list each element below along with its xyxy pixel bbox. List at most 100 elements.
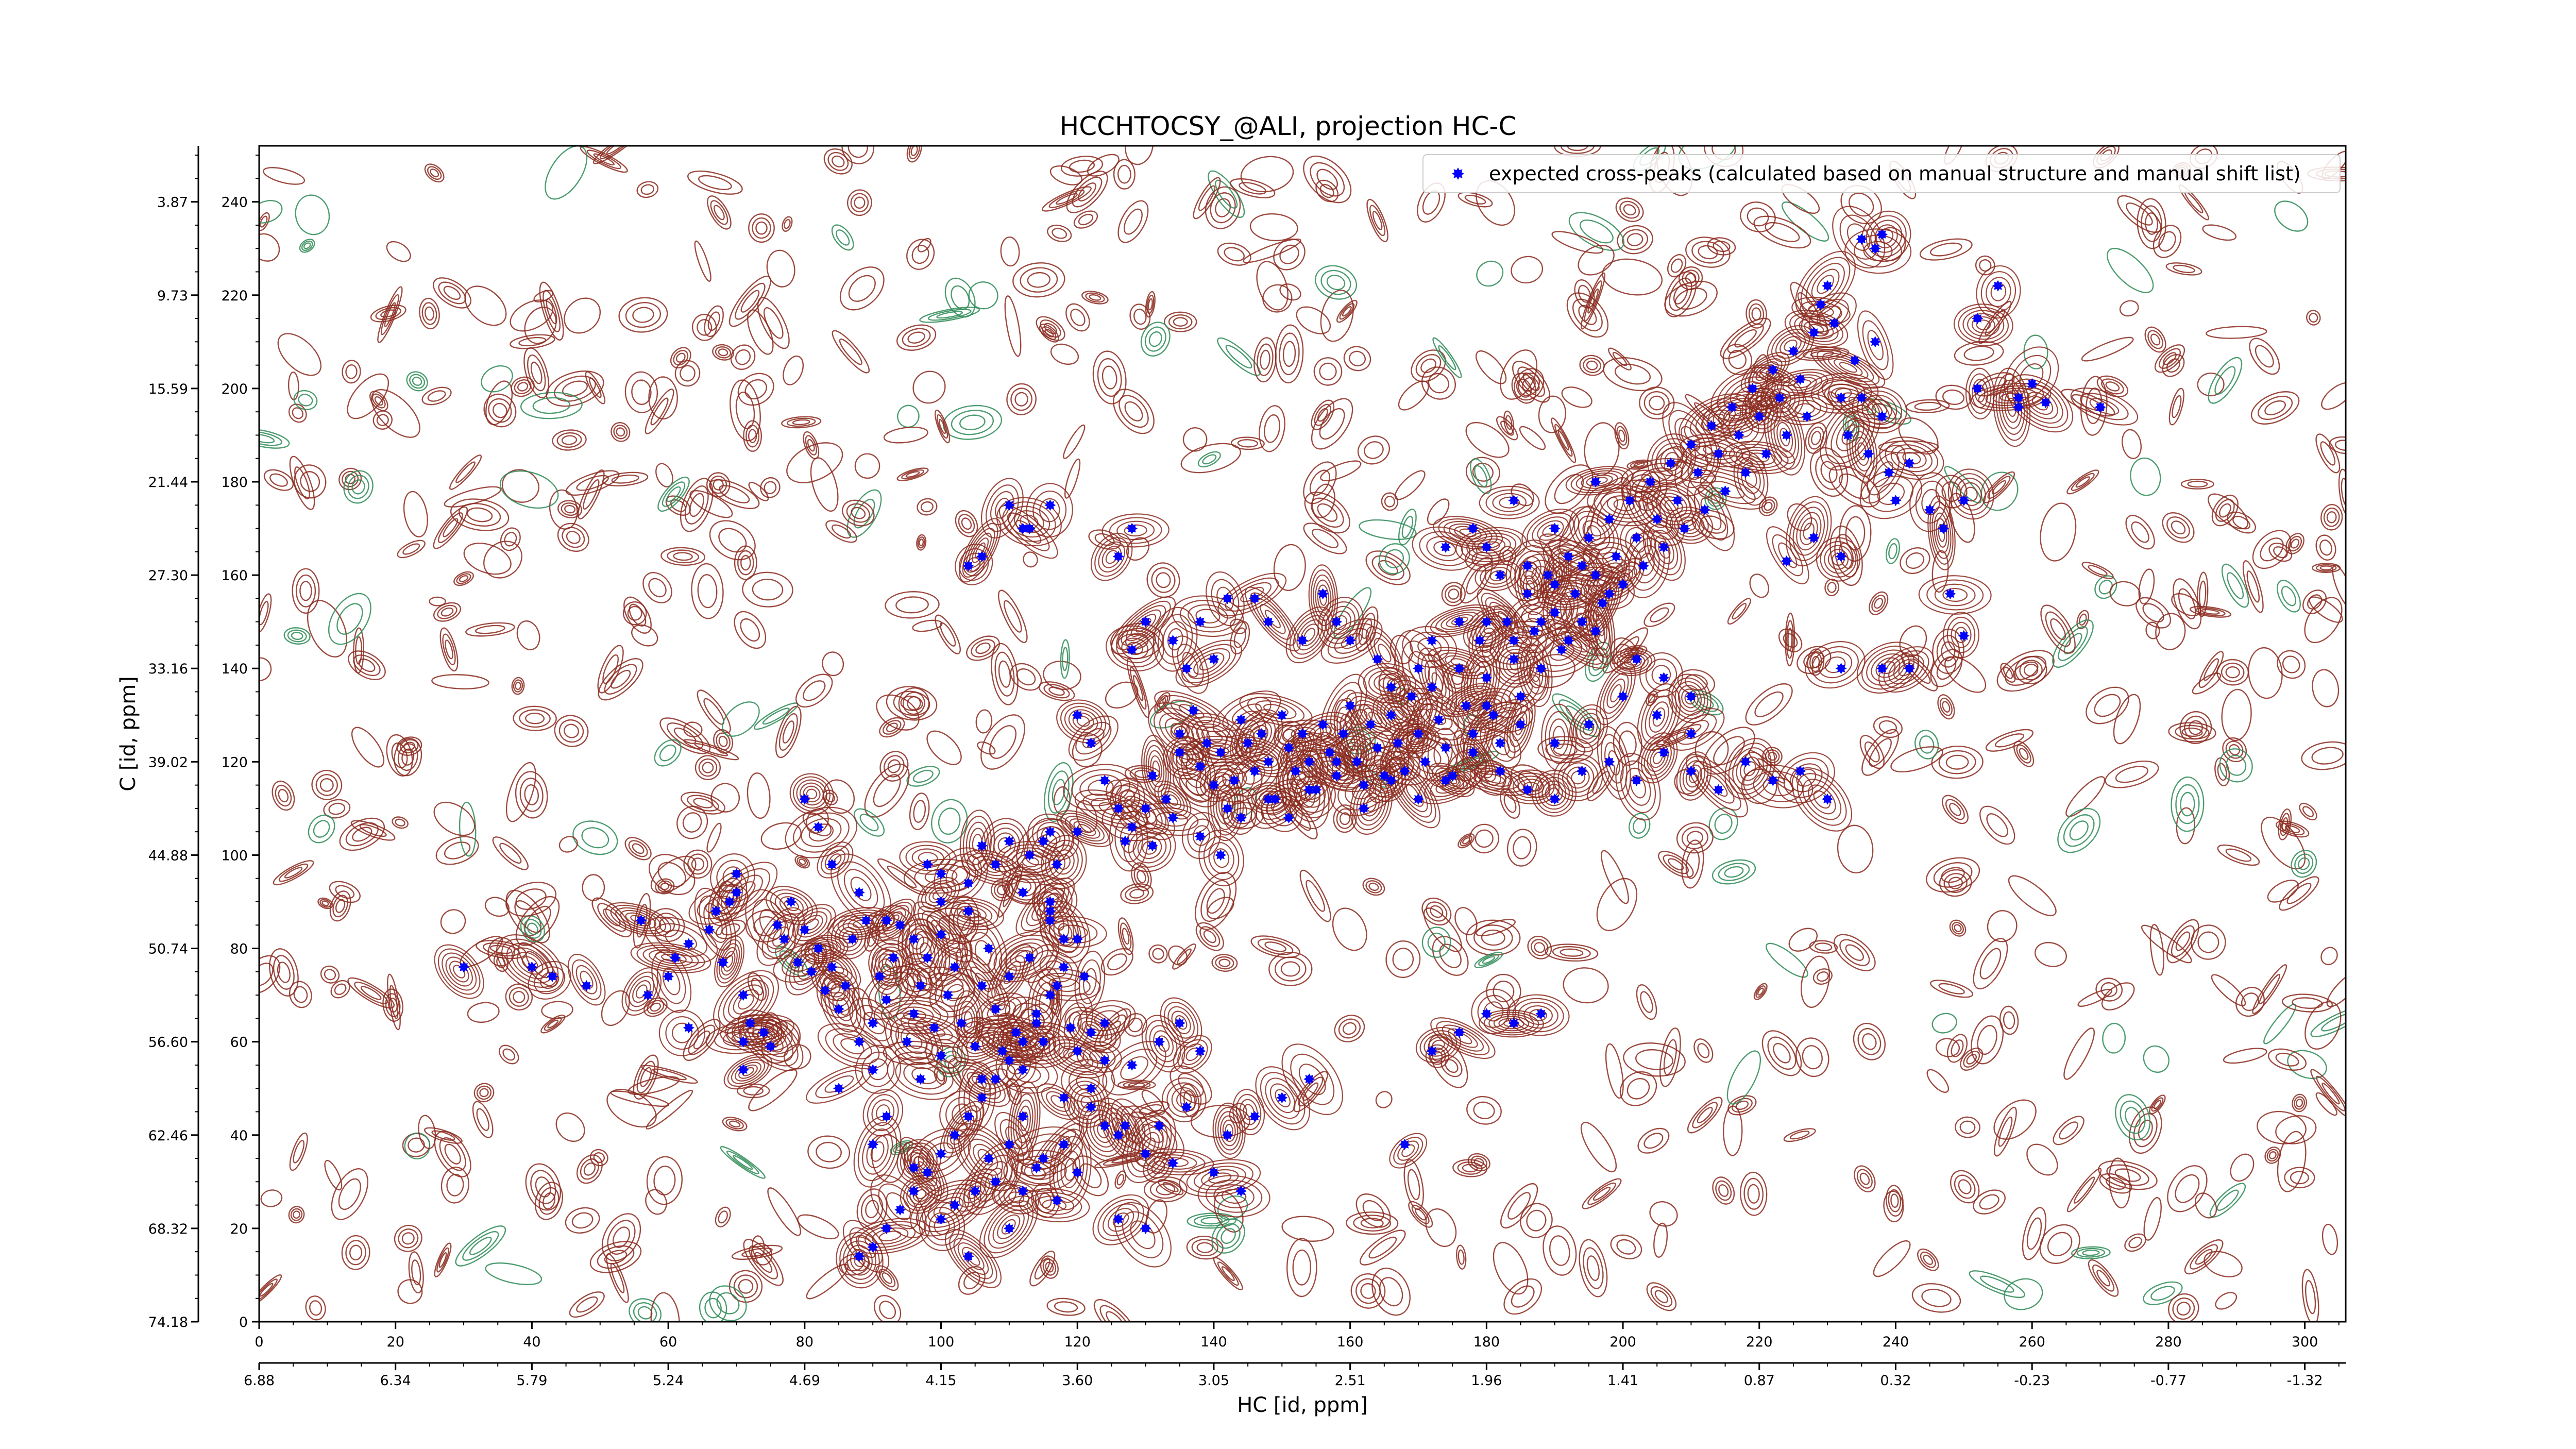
contour-ring xyxy=(1224,247,1245,262)
contour-ring xyxy=(485,1262,543,1286)
contour-ring xyxy=(885,591,940,619)
contour-ring xyxy=(1273,238,1306,271)
contour-ring xyxy=(1992,480,2006,495)
contour-ring xyxy=(1029,1250,1056,1287)
contour-ring xyxy=(2066,469,2099,495)
contour-ring xyxy=(2120,1100,2146,1134)
contour-ring xyxy=(474,625,505,634)
contour-ring xyxy=(917,498,938,516)
contour-ring xyxy=(2098,1160,2158,1190)
contour-ring xyxy=(295,194,330,235)
contour-ring xyxy=(1724,866,1744,878)
y-tick-label: 100 xyxy=(221,848,248,864)
contour-ring xyxy=(273,955,295,990)
contour-ring xyxy=(1795,1037,1829,1077)
contour-ring xyxy=(335,885,355,899)
cross-peak-marker xyxy=(914,1073,926,1085)
contour-ring xyxy=(783,355,804,385)
contour-ring xyxy=(2171,520,2186,535)
contour-ring xyxy=(599,146,634,160)
contour-ring xyxy=(903,1062,945,1090)
contour-ring xyxy=(2334,440,2346,451)
contour-ring xyxy=(605,902,671,937)
contour-ring xyxy=(925,1033,969,1074)
contour-ring xyxy=(430,169,439,178)
contour-ring xyxy=(2284,1167,2315,1189)
contour-ring xyxy=(716,1292,740,1315)
contour-ring xyxy=(1566,292,1609,338)
contour-ring xyxy=(811,941,838,957)
contour-ring xyxy=(299,581,312,601)
contour-ring xyxy=(1029,1036,1056,1054)
contour-ring xyxy=(1636,984,1657,1020)
cross-peak-marker xyxy=(1610,550,1622,562)
contour-ring xyxy=(830,983,846,1002)
contour-ring xyxy=(854,808,885,837)
contour-ring xyxy=(618,297,668,333)
contour-ring xyxy=(545,146,588,200)
contour-ring xyxy=(697,319,713,336)
contour-ring xyxy=(2323,508,2340,527)
contour-ring xyxy=(2022,1207,2047,1260)
contour-ring xyxy=(1213,1257,1243,1291)
contour-ring xyxy=(440,607,454,617)
contour-ring xyxy=(293,986,308,1003)
contour-ring xyxy=(916,1184,981,1233)
contour-ring xyxy=(1951,1039,1964,1057)
contour-ring xyxy=(1257,938,1294,955)
contour-ring xyxy=(919,1201,965,1252)
contour-ring xyxy=(1612,636,1639,665)
contour-ring xyxy=(511,947,549,980)
contour-ring xyxy=(602,654,619,684)
contour-ring xyxy=(694,240,711,282)
contour-ring xyxy=(1361,619,1372,639)
cross-peak-marker xyxy=(1160,793,1172,805)
y-tick-label: 27.30 xyxy=(148,568,188,584)
contour-ring xyxy=(2260,537,2284,562)
contour-ring xyxy=(2172,1298,2195,1320)
contour-ring xyxy=(905,845,951,871)
contour-ring xyxy=(465,622,515,637)
contour-ring xyxy=(2216,659,2249,686)
x-tick-label: 20 xyxy=(387,1334,404,1350)
contour-ring xyxy=(1931,1013,1957,1034)
contour-ring xyxy=(259,657,272,681)
legend-marker-star xyxy=(1452,167,1464,180)
contour-ring xyxy=(1545,943,1599,962)
contour-ring xyxy=(2286,883,2312,904)
contour-ring xyxy=(488,398,512,423)
contour-ring xyxy=(576,475,609,491)
contour-ring xyxy=(2316,1075,2346,1111)
contour-ring xyxy=(272,780,295,811)
contour-ring xyxy=(883,720,902,735)
contour-ring xyxy=(1152,948,1164,960)
contour-ring xyxy=(604,1250,628,1265)
cross-peak-marker xyxy=(526,961,538,973)
cross-peak-marker xyxy=(1494,737,1506,749)
contour-ring xyxy=(1123,208,1143,235)
contour-ring xyxy=(2069,820,2089,841)
contour-ring xyxy=(1350,1273,1386,1309)
contour-ring xyxy=(439,1137,466,1171)
contour-ring xyxy=(1586,360,1598,370)
contour-ring xyxy=(1669,277,1692,311)
contour-ring xyxy=(955,510,978,537)
contour-ring xyxy=(1117,164,1131,184)
contour-ring xyxy=(345,1240,366,1266)
contour-ring xyxy=(654,923,708,957)
contour-ring xyxy=(659,744,676,762)
contour-ring xyxy=(1315,179,1339,203)
contour-ring xyxy=(2302,589,2327,614)
contour-ring xyxy=(1563,967,1609,1004)
contour-ring xyxy=(1010,1087,1038,1156)
contour-ring xyxy=(527,354,546,392)
contour-ring xyxy=(817,1023,888,1070)
contour-ring xyxy=(1379,543,1410,575)
contour-ring xyxy=(648,376,678,420)
x-tick-label: 280 xyxy=(2155,1334,2182,1350)
contour-ring xyxy=(1713,240,1731,252)
contour-ring xyxy=(1317,408,1328,422)
contour-ring xyxy=(2073,1176,2095,1204)
contour-ring xyxy=(691,314,717,341)
contour-ring xyxy=(1126,658,1150,718)
